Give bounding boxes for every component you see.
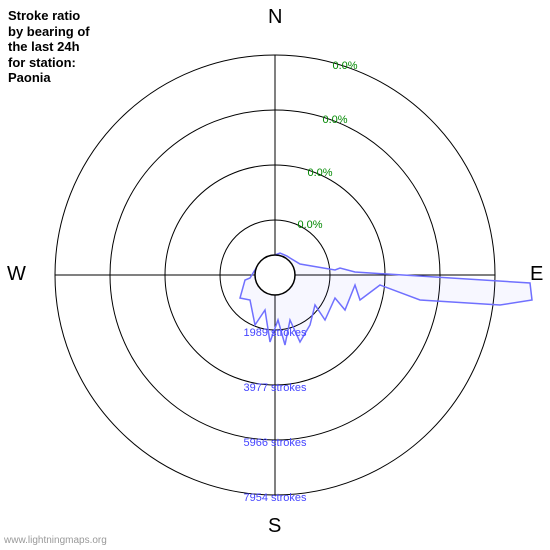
green-label-2: 0.0% xyxy=(307,167,332,179)
compass-s: S xyxy=(268,515,281,538)
footer-text: www.lightningmaps.org xyxy=(4,535,107,546)
green-label-1: 0.0% xyxy=(322,114,347,126)
blue-label-0: 1989 strokes xyxy=(244,327,307,339)
compass-w: W xyxy=(7,263,26,286)
blue-label-3: 7954 strokes xyxy=(244,492,307,504)
compass-n: N xyxy=(268,6,282,29)
blue-label-2: 5966 strokes xyxy=(244,437,307,449)
green-label-0: 0.0% xyxy=(332,60,357,72)
compass-e: E xyxy=(530,263,543,286)
blue-label-1: 3977 strokes xyxy=(244,382,307,394)
green-label-3: 0.0% xyxy=(297,219,322,231)
center-circle xyxy=(255,255,295,295)
chart-title: Stroke ratio by bearing of the last 24h … xyxy=(8,8,90,86)
